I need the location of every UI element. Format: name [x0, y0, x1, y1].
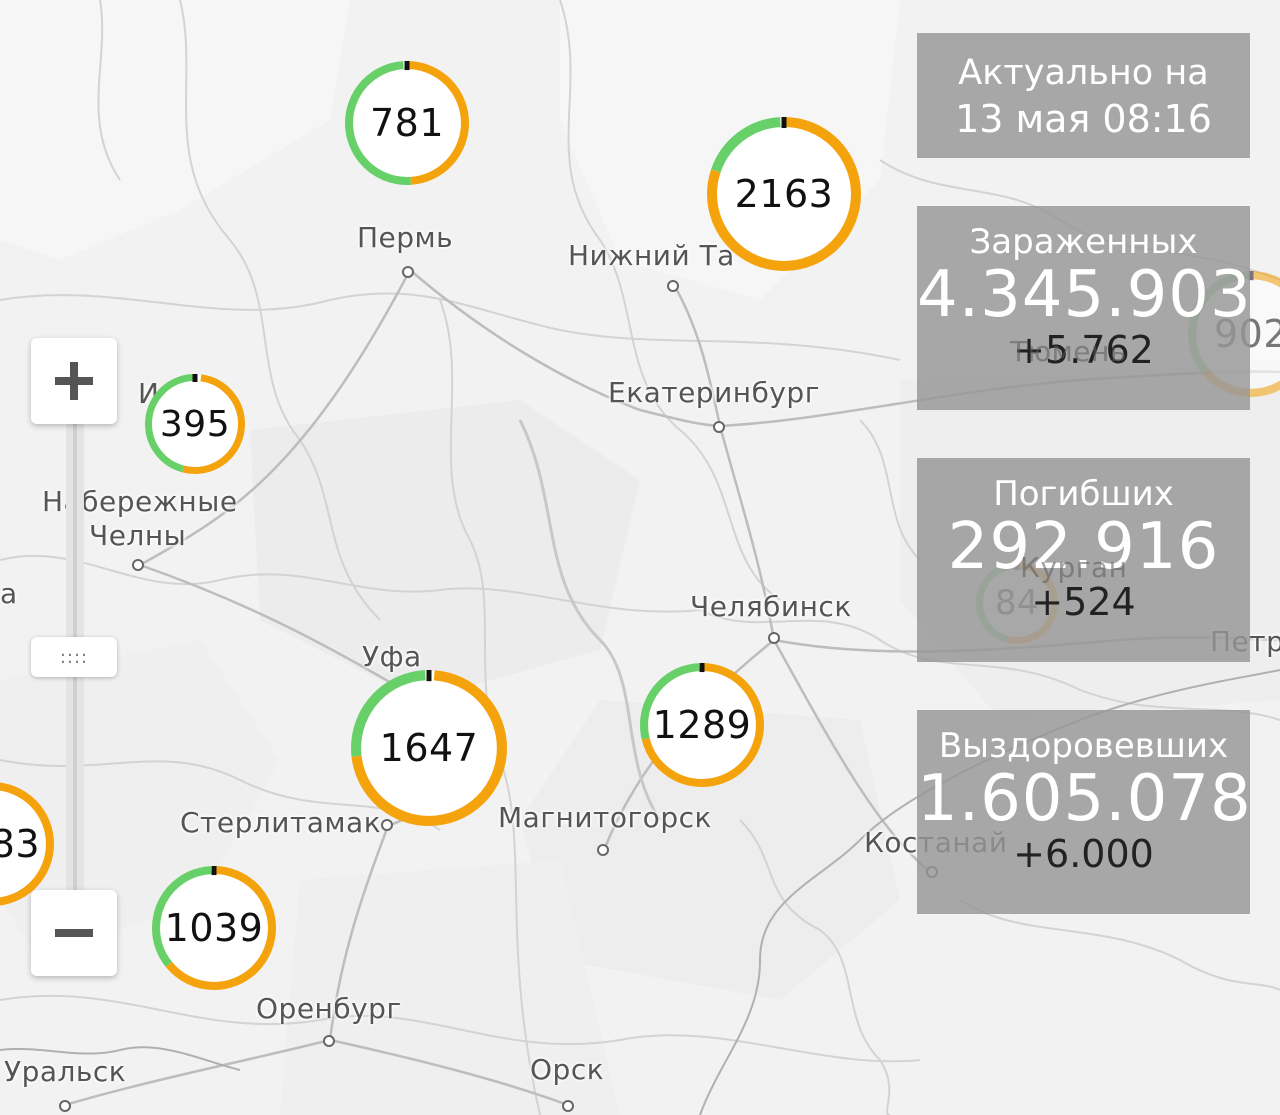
- cluster-count: 1039: [164, 906, 264, 950]
- city-dot: [597, 844, 609, 856]
- updated-label: Актуально на: [958, 53, 1209, 93]
- panel-deaths: Погибших 292.916 +524: [917, 458, 1250, 662]
- city-dot: [132, 559, 144, 571]
- city-label-orsk: Орск: [530, 1053, 605, 1086]
- city-label-sterlitamak: Стерлитамак: [180, 806, 382, 839]
- city-dot: [381, 819, 393, 831]
- recovered-arc: [152, 866, 276, 990]
- recovered-delta: +6.000: [1013, 832, 1154, 876]
- city-label-edge: а: [0, 577, 18, 610]
- cluster-edge-left[interactable]: [0, 170, 30, 290]
- city-label-magnitogorsk: Магнитогорск: [498, 801, 712, 834]
- infected-delta: +5.762: [1013, 328, 1154, 372]
- city-dot: [768, 632, 780, 644]
- deaths-label: Погибших: [993, 474, 1174, 514]
- cluster-count: 83: [0, 822, 40, 866]
- deaths-tick: [426, 670, 432, 682]
- minus-icon: [55, 929, 93, 937]
- cluster-marker[interactable]: 83: [0, 782, 54, 906]
- cluster-marker[interactable]: 1039: [152, 866, 276, 990]
- zoom-out-button[interactable]: [31, 890, 117, 976]
- cluster-count: 395: [159, 403, 231, 445]
- recovered-label: Выздоровевших: [938, 726, 1229, 766]
- recovered-arc: [640, 663, 764, 787]
- city-label-perm: Пермь: [357, 221, 454, 254]
- deaths-total: 292.916: [947, 510, 1220, 584]
- infected-label: Зараженных: [969, 222, 1198, 262]
- city-dot: [667, 280, 679, 292]
- zoom-in-button[interactable]: [31, 338, 117, 424]
- panel-infected: Зараженных 4.345.903 +5.762: [917, 206, 1252, 410]
- cluster-marker[interactable]: 395: [145, 374, 245, 474]
- city-label-ufa: Уфа: [362, 640, 422, 673]
- city-label-kurgan: Курган: [1020, 551, 1128, 584]
- city-label-chelyabinsk: Челябинск: [690, 590, 852, 623]
- panel-updated: Актуально на 13 мая 08:16: [917, 33, 1250, 158]
- recovered-total: 1.605.078: [917, 762, 1252, 836]
- cluster-marker[interactable]: 2163: [707, 117, 861, 271]
- infected-total: 4.345.903: [917, 258, 1252, 332]
- cluster-count: 1647: [379, 726, 479, 770]
- cluster-count: 781: [369, 101, 445, 145]
- deaths-tick: [1248, 271, 1254, 281]
- active-arc: [152, 866, 276, 990]
- city-label-orenburg: Оренбург: [256, 992, 402, 1025]
- cluster-marker[interactable]: 1647: [351, 670, 507, 826]
- updated-date: 13 мая 08:16: [955, 97, 1212, 141]
- city-dot: [562, 1100, 574, 1112]
- deaths-delta: +524: [1031, 580, 1136, 624]
- active-arc: [145, 374, 245, 474]
- recovered-arc: [345, 61, 469, 185]
- plus-icon: [55, 362, 93, 400]
- recovered-arc: [145, 374, 245, 474]
- recovered-arc: [351, 670, 507, 826]
- cluster-count: 1289: [652, 703, 752, 747]
- active-arc: [0, 782, 54, 906]
- panel-recovered: Выздоровевших 1.605.078 +6.000: [917, 710, 1252, 914]
- city-label-tyumen: Тюмень: [1010, 335, 1127, 368]
- city-dot: [713, 421, 725, 433]
- deaths-tick: [211, 866, 217, 876]
- city-label-yekaterinburg: Екатеринбург: [608, 376, 820, 409]
- city-label-uralsk: Уральск: [4, 1055, 127, 1088]
- deaths-tick: [781, 117, 787, 129]
- zoom-slider-handle[interactable]: ::::: [31, 637, 117, 677]
- active-arc: [351, 670, 507, 826]
- cluster-count: 2163: [734, 172, 834, 216]
- city-dot: [323, 1035, 335, 1047]
- deaths-tick: [699, 663, 705, 673]
- city-dot: [402, 266, 414, 278]
- city-label-naberezhnye-chelny-line2: Челны: [89, 519, 187, 552]
- city-label-nizhny-tagil: Нижний Та: [568, 239, 735, 272]
- cluster-marker[interactable]: 1289: [640, 663, 764, 787]
- deaths-tick: [192, 374, 198, 382]
- deaths-tick: [404, 61, 410, 71]
- cluster-marker[interactable]: 781: [345, 61, 469, 185]
- city-dot: [59, 1100, 71, 1112]
